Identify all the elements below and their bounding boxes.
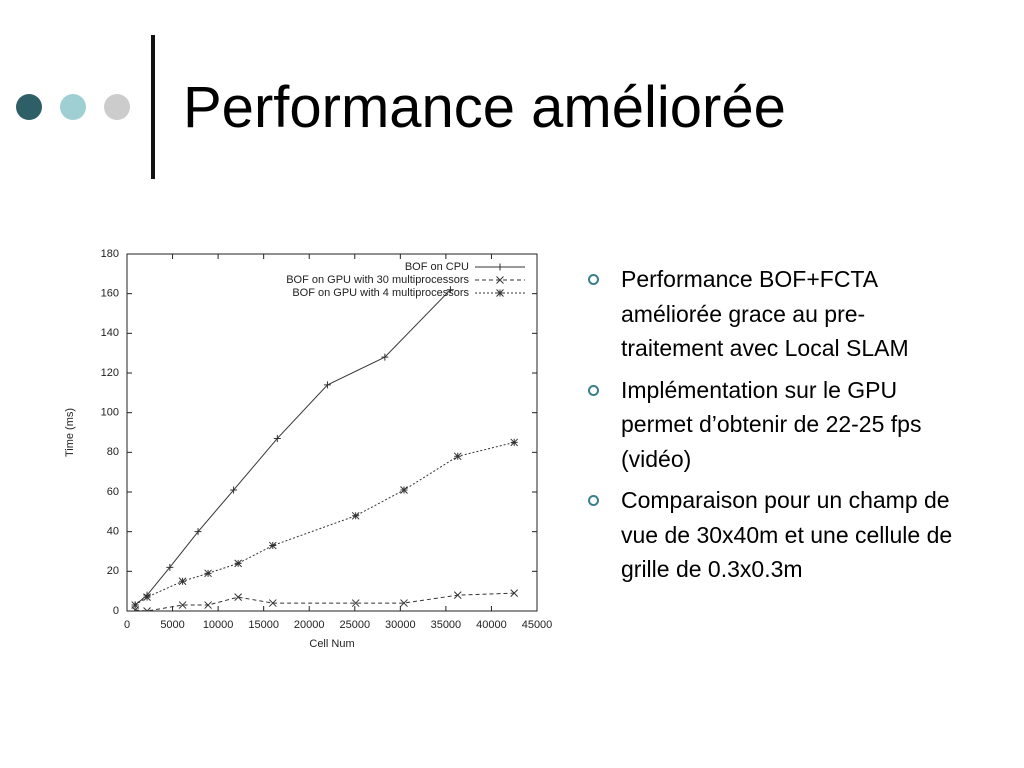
bullet-text: Performance BOF+FCTA améliorée grace au …: [621, 266, 909, 361]
series-line: [134, 289, 451, 606]
point-marker: [510, 438, 519, 447]
point-marker: [143, 607, 151, 611]
decor-dot: [104, 94, 130, 120]
title-bar: [151, 35, 155, 179]
slide-title: Performance améliorée: [183, 75, 786, 140]
point-marker: [351, 511, 360, 520]
point-marker: [234, 593, 243, 601]
bullet-marker: [588, 384, 599, 396]
bullet-marker: [588, 495, 599, 506]
point-marker: [453, 591, 462, 599]
x-tick-label: 30000: [385, 619, 416, 631]
x-tick-label: 15000: [248, 619, 279, 631]
point-marker: [400, 599, 408, 607]
legend-label: BOF on GPU with 4 multiprocessors: [292, 287, 469, 299]
point-marker: [323, 381, 331, 389]
y-axis-label: Time (ms): [64, 408, 76, 457]
point-marker: [268, 541, 277, 550]
point-marker: [194, 528, 202, 536]
bullet-marker: [588, 274, 599, 285]
legend-label: BOF on GPU with 30 multiprocessors: [286, 274, 469, 286]
y-tick-label: 80: [107, 446, 119, 458]
chart: 0 20 40 60 80 100 120 140 160 180 0 5000 10000 15000 2…: [64, 248, 553, 650]
x-tick-label: 5000: [160, 619, 184, 631]
y-tick-label: 100: [101, 407, 119, 419]
point-marker: [204, 601, 212, 609]
legend-marker: [496, 276, 504, 284]
y-tick-label: 180: [101, 248, 119, 260]
x-tick-label: 45000: [522, 619, 553, 631]
point-marker: [204, 569, 212, 578]
x-tick-label: 0: [124, 619, 130, 631]
point-marker: [510, 589, 519, 598]
point-marker: [446, 286, 454, 294]
y-tick-label: 160: [101, 288, 119, 300]
x-axis-label: Cell Num: [309, 638, 354, 650]
y-tick-label: 140: [101, 327, 119, 339]
point-marker: [453, 452, 462, 461]
bullet-item: Implémentation sur le GPU permet d’obten…: [588, 373, 958, 477]
legend-marker: [496, 289, 504, 297]
series-line: [134, 441, 515, 606]
legend-label: BOF on CPU: [405, 261, 469, 273]
point-marker: [268, 599, 277, 607]
y-tick-label: 0: [113, 605, 119, 617]
point-marker: [131, 601, 140, 609]
point-marker: [143, 593, 151, 601]
decor-dot: [16, 94, 42, 120]
y-tick-label: 40: [107, 526, 119, 538]
point-marker: [351, 599, 360, 607]
decor-dot: [60, 94, 86, 120]
x-tick-label: 25000: [339, 619, 370, 631]
series-line: [135, 592, 515, 611]
x-tick-label: 40000: [476, 619, 507, 631]
plot-frame: [126, 253, 538, 612]
point-marker: [166, 563, 174, 571]
x-tick-label: 20000: [294, 619, 325, 631]
bullet-item: Comparaison pour un champ de vue de 30x4…: [588, 483, 958, 587]
bullet-item: Performance BOF+FCTA améliorée grace au …: [588, 262, 958, 366]
point-marker: [178, 577, 187, 586]
x-tick-label: 10000: [203, 619, 234, 631]
point-marker: [234, 559, 243, 568]
point-marker: [381, 353, 389, 361]
y-tick-label: 20: [107, 565, 119, 577]
point-marker: [230, 486, 238, 494]
y-tick-label: 60: [107, 486, 119, 498]
legend-marker: [496, 263, 504, 271]
point-marker: [273, 434, 281, 442]
point-marker: [178, 601, 187, 609]
bullet-list: Performance BOF+FCTA améliorée grace au …: [588, 262, 958, 594]
point-marker: [400, 486, 408, 494]
x-tick-label: 35000: [431, 619, 462, 631]
y-tick-label: 120: [101, 367, 119, 379]
bullet-text: Implémentation sur le GPU permet d’obten…: [621, 376, 922, 472]
bullet-text: Comparaison pour un champ de vue de 30x4…: [621, 487, 953, 582]
